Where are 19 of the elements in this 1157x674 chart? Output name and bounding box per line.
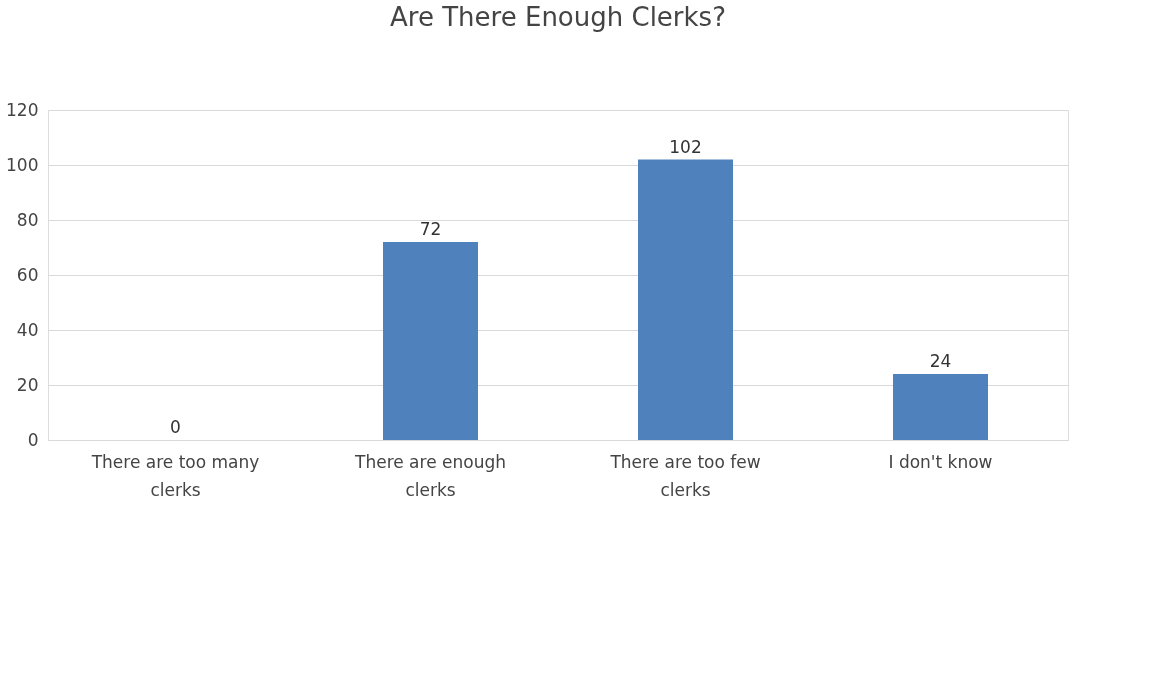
x-tick-label: There are too few clerks bbox=[609, 451, 761, 500]
chart-title: Are There Enough Clerks? bbox=[390, 2, 726, 32]
y-tick-label: 80 bbox=[16, 209, 39, 230]
bar bbox=[893, 374, 988, 440]
data-label: 0 bbox=[170, 417, 181, 437]
x-tick-label: There are enough clerks bbox=[354, 451, 506, 500]
x-tick-label: There are too many clerks bbox=[90, 451, 260, 500]
data-label: 72 bbox=[419, 219, 442, 239]
x-tick-label: I don't know bbox=[888, 451, 993, 472]
y-tick-label: 120 bbox=[6, 99, 39, 120]
bar bbox=[638, 159, 733, 440]
y-tick-label: 40 bbox=[16, 319, 39, 340]
data-label: 102 bbox=[669, 136, 702, 157]
bar bbox=[383, 242, 478, 440]
y-tick-label: 0 bbox=[27, 429, 39, 450]
y-tick-label: 20 bbox=[16, 374, 39, 395]
data-label: 24 bbox=[929, 351, 952, 371]
y-tick-label: 60 bbox=[16, 264, 39, 285]
y-tick-label: 100 bbox=[6, 154, 39, 175]
